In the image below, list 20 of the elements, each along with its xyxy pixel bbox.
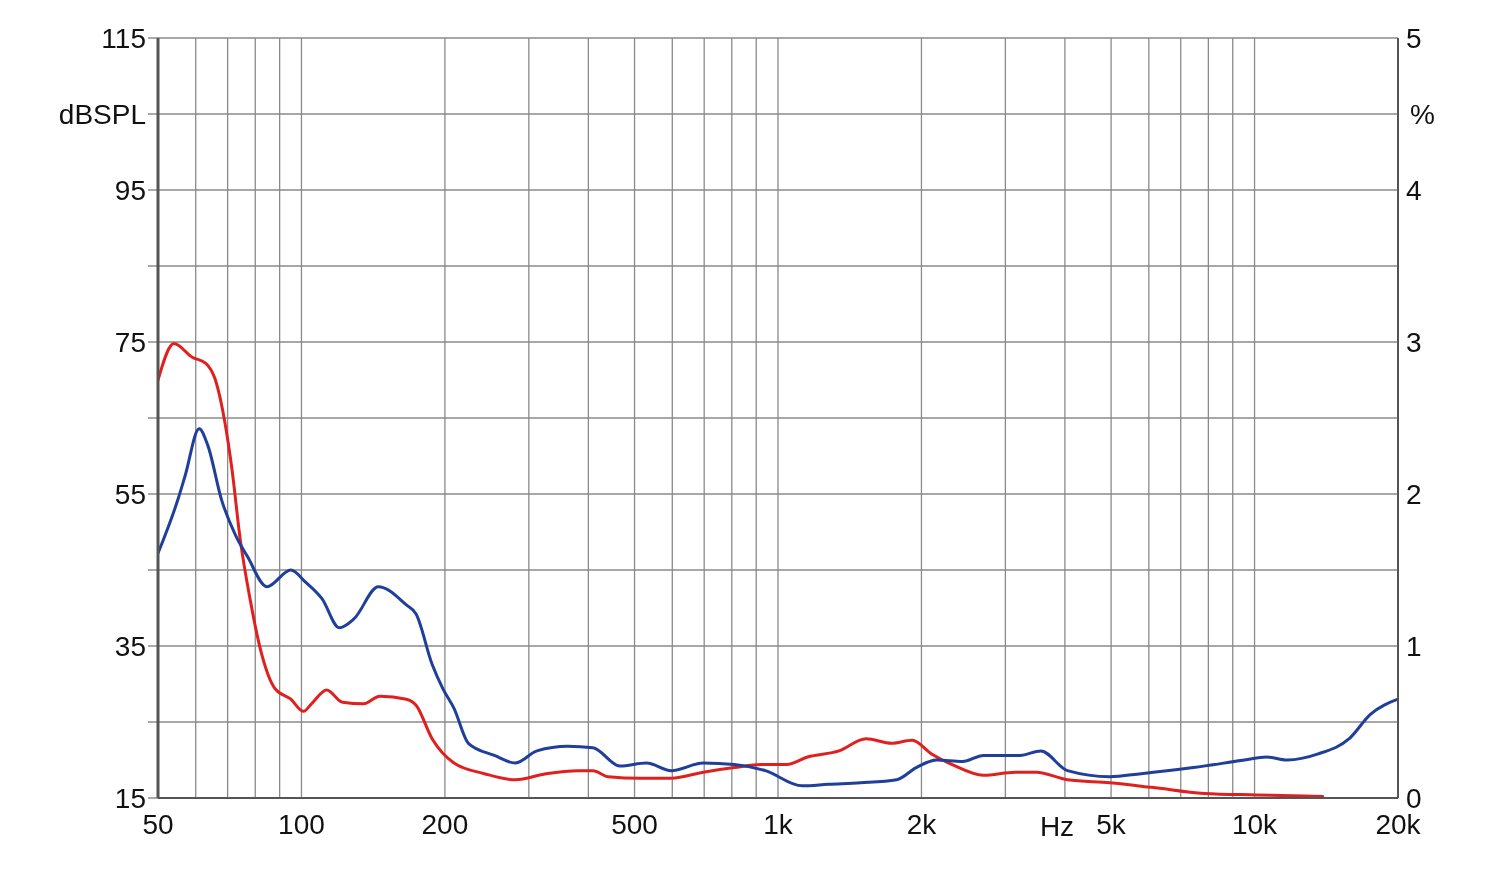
x-axis-title: Hz [1039,811,1075,842]
y2-axis-title: % [1410,99,1435,130]
y-tick-label: 95 [114,174,146,206]
y-tick-label: 35 [114,630,146,662]
y-tick-label: 75 [114,326,146,358]
y-tick-label: 55 [114,478,146,510]
y-axis-title: dBSPL [58,99,146,130]
y-tick-label: 115 [101,22,146,54]
x-tick-label: 200 [421,808,469,840]
x-tick-label: 1k [763,808,794,840]
y2-tick-label: 1 [1406,630,1422,662]
y2-tick-label: 3 [1406,326,1422,358]
x-tick-label: 2k [906,808,938,840]
y2-tick-label: 5 [1406,22,1422,54]
x-tick-label: 5k [1096,808,1127,840]
x-tick-label: 10k [1231,808,1279,840]
x-tick-label: 500 [611,808,658,840]
x-tick-label: 100 [278,808,325,840]
y2-tick-label: 2 [1406,478,1422,510]
y2-tick-label: 4 [1406,174,1422,206]
